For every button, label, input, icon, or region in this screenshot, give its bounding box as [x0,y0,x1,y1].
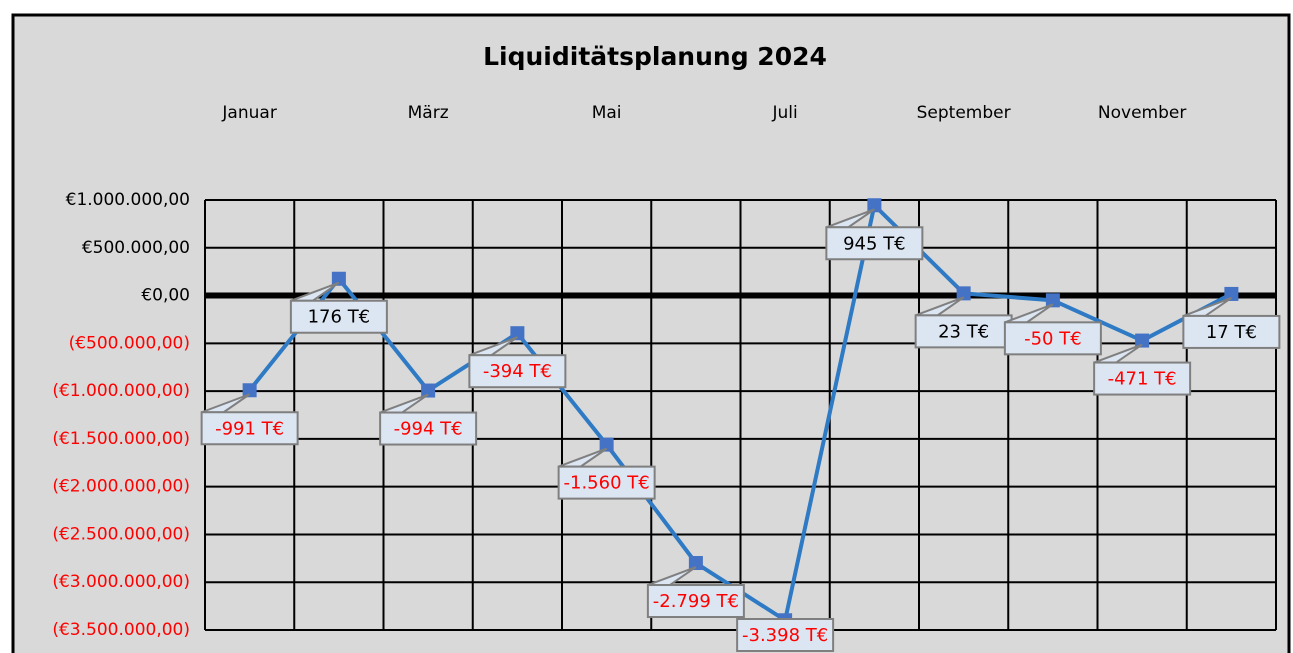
label-box [1003,321,1102,356]
y-tick-label: €0,00 [141,286,190,306]
x-tick-label: Mai [592,103,622,123]
y-tick-label: €500.000,00 [82,238,190,258]
x-tick-label: September [917,103,1011,123]
label-box [1093,361,1192,396]
data-label: -471 T€ [1108,369,1177,390]
label-box [1182,314,1281,349]
marker [599,437,614,452]
label-box [379,411,478,446]
y-tick-label: (€1.500.000,00) [52,429,190,449]
marker [331,271,346,286]
marker [1224,286,1239,301]
y-tick-label: (€500.000,00) [69,333,190,353]
data-label: 23 T€ [938,321,989,342]
x-tick-label: November [1098,103,1186,123]
marker [956,286,971,301]
y-tick-label: (€2.000.000,00) [52,477,190,497]
data-label: 17 T€ [1206,322,1257,343]
marker [242,383,257,398]
data-label: -994 T€ [394,419,463,440]
data-label: -991 T€ [215,418,284,439]
marker [867,198,882,213]
x-tick-label: Juli [772,103,798,123]
label-box [825,226,924,261]
data-label: 176 T€ [308,307,371,328]
data-label: -2.799 T€ [653,591,739,612]
marker [1045,293,1060,308]
data-label: -1.560 T€ [564,473,650,494]
label-box [557,465,656,500]
data-label: 945 T€ [843,233,906,254]
x-tick-label: März [408,103,449,123]
y-tick-label: (€3.500.000,00) [52,620,190,640]
marker [688,556,703,571]
y-tick-label: (€3.000.000,00) [52,572,190,592]
data-label: -3.398 T€ [742,625,828,646]
marker [421,383,436,398]
label-box [736,618,835,652]
marker [510,326,525,341]
y-tick-label: €1.000.000,00 [66,190,190,210]
label-box [914,314,1013,349]
data-label: -50 T€ [1024,328,1082,349]
data-label: -394 T€ [483,361,552,382]
chart-title: Liquiditätsplanung 2024 [483,42,827,71]
label-box [289,299,388,334]
y-tick-label: (€2.500.000,00) [52,524,190,544]
label-box [646,584,745,619]
label-box [468,354,567,389]
marker [1135,333,1150,348]
y-tick-label: (€1.000.000,00) [52,381,190,401]
label-box [200,411,299,446]
x-tick-label: Januar [221,103,276,123]
